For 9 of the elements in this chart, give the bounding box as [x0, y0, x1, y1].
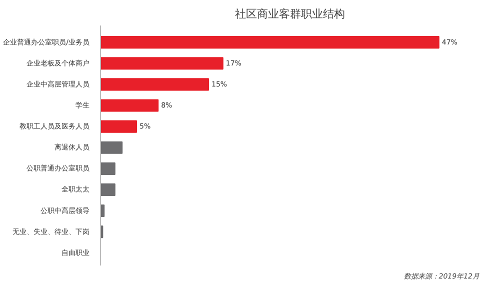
bar: [100, 183, 116, 196]
bar: [100, 141, 123, 154]
bar: [100, 120, 137, 133]
bar: [100, 162, 116, 175]
bar: [100, 57, 224, 70]
bar: [100, 78, 209, 91]
bar: [100, 36, 440, 49]
bar: [100, 99, 159, 112]
chart-title: 社区商业客群职业结构: [235, 8, 345, 20]
